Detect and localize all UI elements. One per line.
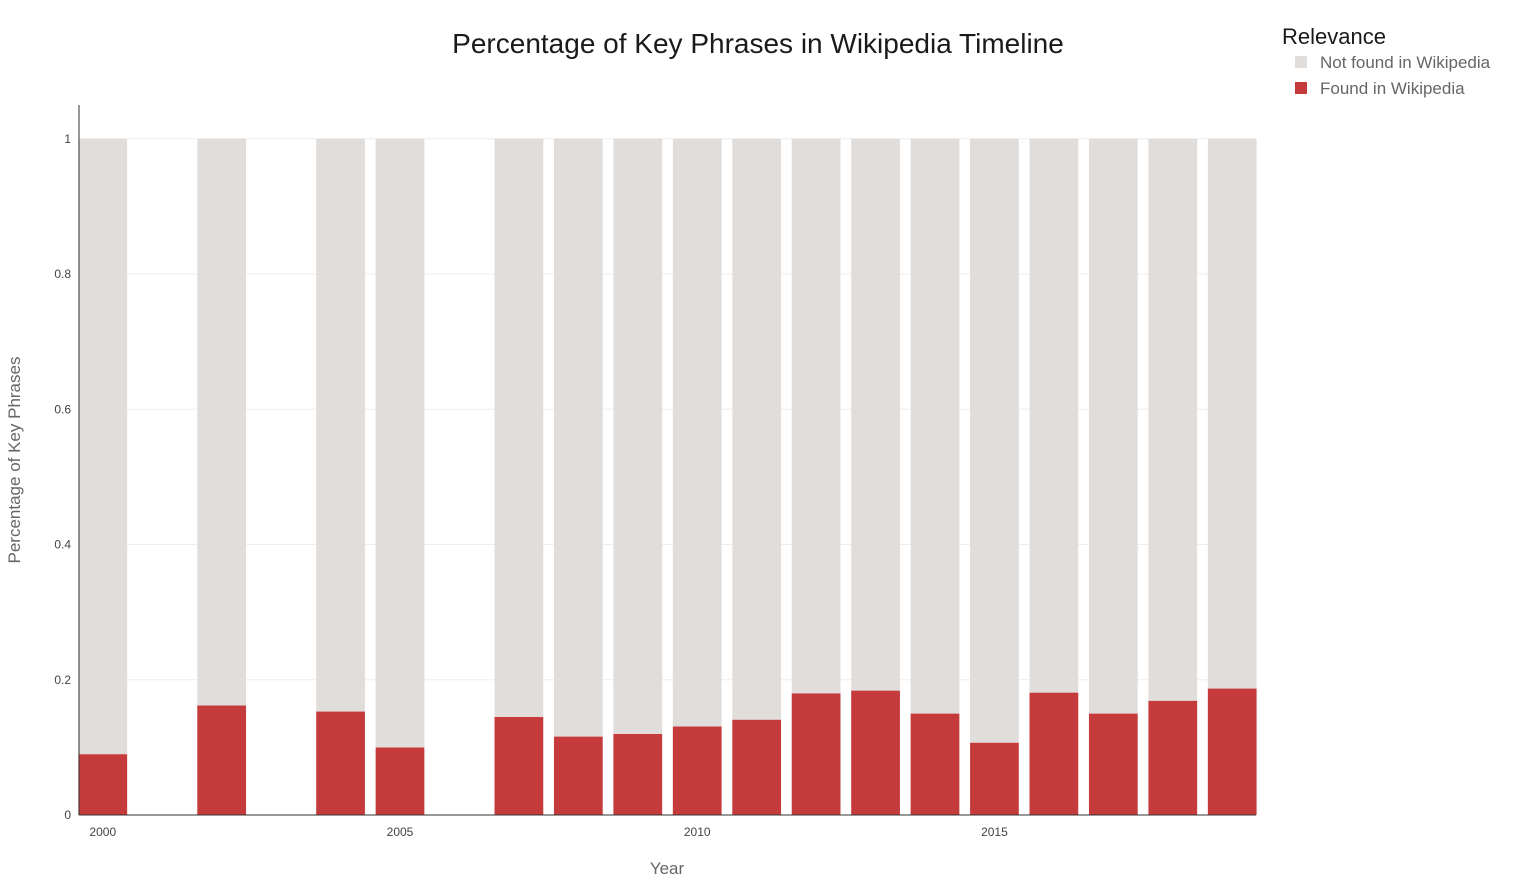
x-tick-labels: 2000 2005 2010 2015 <box>89 825 1008 839</box>
legend-swatch-not-found-in-wikipedia[interactable] <box>1295 56 1307 68</box>
legend-label-found-in-wikipedia[interactable]: Found in Wikipedia <box>1320 79 1465 98</box>
bar-not-found-in-wikipedia[interactable] <box>375 138 425 748</box>
bar-found-in-wikipedia[interactable] <box>197 705 247 815</box>
bar-found-in-wikipedia[interactable] <box>1148 700 1198 815</box>
bar-not-found-in-wikipedia[interactable] <box>910 138 960 714</box>
legend-title: Relevance <box>1282 24 1386 49</box>
y-tick-label: 0.4 <box>54 538 71 552</box>
bar-found-in-wikipedia[interactable] <box>791 693 841 815</box>
bar-not-found-in-wikipedia[interactable] <box>970 138 1019 743</box>
bars-group <box>78 138 1257 815</box>
y-tick-label: 0 <box>64 808 71 822</box>
y-tick-label: 0.2 <box>54 673 71 687</box>
bar-not-found-in-wikipedia[interactable] <box>494 138 544 717</box>
legend-swatch-found-in-wikipedia[interactable] <box>1295 82 1307 94</box>
bar-found-in-wikipedia[interactable] <box>1207 688 1257 815</box>
y-tick-label: 0.8 <box>54 267 71 281</box>
bar-found-in-wikipedia[interactable] <box>1088 713 1138 815</box>
bar-found-in-wikipedia[interactable] <box>494 716 544 815</box>
bar-found-in-wikipedia[interactable] <box>375 747 425 815</box>
y-tick-label: 1 <box>64 132 71 146</box>
x-tick-label: 2010 <box>684 825 711 839</box>
bar-found-in-wikipedia[interactable] <box>1029 692 1079 815</box>
bar-not-found-in-wikipedia[interactable] <box>1029 138 1079 693</box>
bar-not-found-in-wikipedia[interactable] <box>613 138 663 734</box>
bar-found-in-wikipedia[interactable] <box>553 736 603 815</box>
bar-not-found-in-wikipedia[interactable] <box>78 138 128 755</box>
bar-not-found-in-wikipedia[interactable] <box>1148 138 1198 701</box>
bar-found-in-wikipedia[interactable] <box>316 711 365 815</box>
bar-not-found-in-wikipedia[interactable] <box>1207 138 1257 689</box>
bar-not-found-in-wikipedia[interactable] <box>791 138 841 694</box>
bar-not-found-in-wikipedia[interactable] <box>851 138 900 691</box>
bar-not-found-in-wikipedia[interactable] <box>1088 138 1138 714</box>
y-axis-title: Percentage of Key Phrases <box>5 357 24 564</box>
bar-found-in-wikipedia[interactable] <box>613 733 663 815</box>
legend[interactable]: Relevance Not found in Wikipedia Found in… <box>1282 24 1491 98</box>
x-tick-label: 2005 <box>387 825 414 839</box>
bar-found-in-wikipedia[interactable] <box>851 690 900 815</box>
x-tick-label: 2000 <box>89 825 116 839</box>
x-axis-title: Year <box>650 859 685 878</box>
x-tick-label: 2015 <box>981 825 1008 839</box>
bar-not-found-in-wikipedia[interactable] <box>553 138 603 737</box>
grid-lines <box>79 138 1256 681</box>
bar-not-found-in-wikipedia[interactable] <box>672 138 722 727</box>
bar-not-found-in-wikipedia[interactable] <box>197 138 247 706</box>
legend-items: Not found in Wikipedia Found in Wikipedia <box>1295 53 1491 98</box>
bar-found-in-wikipedia[interactable] <box>970 742 1019 815</box>
bar-found-in-wikipedia[interactable] <box>672 726 722 815</box>
y-tick-label: 0.6 <box>54 402 71 416</box>
chart-title: Percentage of Key Phrases in Wikipedia T… <box>452 28 1064 59</box>
y-tick-labels: 0 0.2 0.4 0.6 0.8 1 <box>54 132 71 822</box>
bar-not-found-in-wikipedia[interactable] <box>732 138 782 720</box>
bar-found-in-wikipedia[interactable] <box>78 754 128 815</box>
legend-label-not-found-in-wikipedia[interactable]: Not found in Wikipedia <box>1320 53 1491 72</box>
bar-found-in-wikipedia[interactable] <box>732 719 782 815</box>
bar-not-found-in-wikipedia[interactable] <box>316 138 365 712</box>
bar-found-in-wikipedia[interactable] <box>910 713 960 815</box>
